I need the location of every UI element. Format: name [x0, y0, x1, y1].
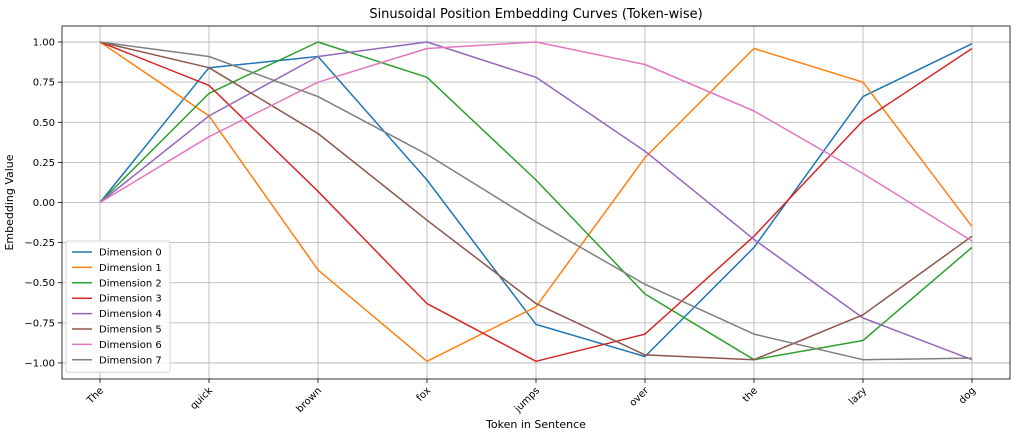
y-tick-label: −0.50 [24, 278, 55, 289]
y-axis-label: Embedding Value [3, 154, 16, 250]
series-lines [99, 41, 973, 363]
chart-title: Sinusoidal Position Embedding Curves (To… [369, 7, 702, 22]
y-tick-label: 0.25 [33, 158, 55, 169]
series-line-dimension-1 [99, 41, 973, 363]
y-tick-label: 0.75 [33, 78, 55, 89]
series-line-dimension-0 [99, 43, 973, 358]
x-axis-label: Token in Sentence [485, 418, 586, 431]
legend-label: Dimension 4 [99, 309, 162, 320]
series-line-dimension-4 [99, 41, 973, 361]
legend: Dimension 0 Dimension 1 Dimension 2 Dimensi… [65, 240, 171, 373]
legend-box [65, 240, 171, 373]
y-tick-label: −0.75 [24, 318, 55, 329]
legend-label: Dimension 1 [99, 263, 162, 274]
legend-label: Dimension 0 [99, 248, 162, 259]
legend-label: Dimension 2 [99, 278, 162, 289]
series-line-dimension-6 [99, 41, 973, 242]
series-line-dimension-7 [99, 41, 973, 361]
legend-label: Dimension 7 [99, 355, 162, 366]
legend-label: Dimension 6 [99, 340, 162, 351]
legend-label: Dimension 3 [99, 294, 162, 305]
series-line-dimension-5 [99, 41, 973, 361]
y-tick-label: 0.50 [33, 118, 55, 129]
y-tick-label: −0.25 [24, 238, 55, 249]
series-line-dimension-3 [99, 41, 973, 363]
y-tick-label: 0.00 [33, 198, 55, 209]
y-tick-label: −1.00 [24, 358, 55, 369]
legend-label: Dimension 5 [99, 325, 162, 336]
series-line-dimension-2 [99, 41, 973, 361]
y-tick-label: 1.00 [33, 38, 55, 49]
